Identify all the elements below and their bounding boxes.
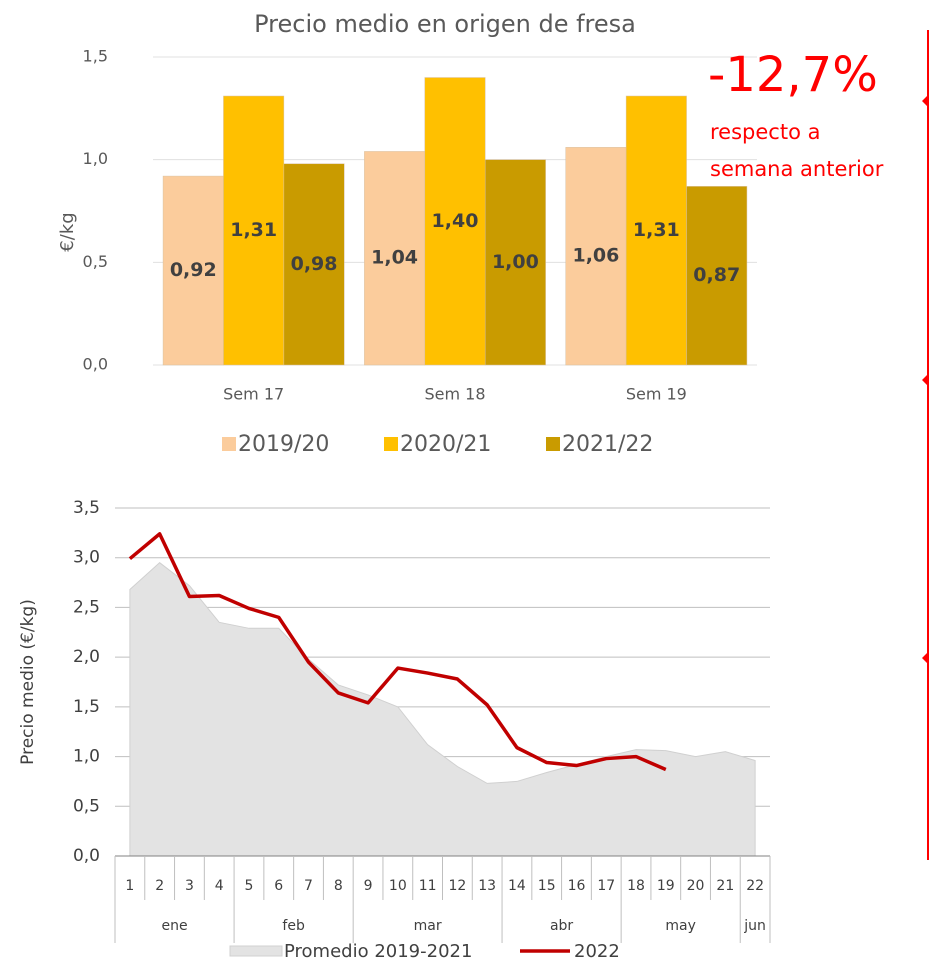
y-tick-label: 3,5 (73, 498, 100, 518)
x-tick-label: Sem 17 (223, 385, 284, 404)
bar (283, 163, 345, 366)
value-label: 1,31 (230, 219, 277, 241)
x-tick-label: 5 (245, 878, 254, 894)
x-tick-label: 4 (215, 878, 224, 894)
value-label: 0,87 (693, 264, 740, 286)
x-tick-label: 17 (597, 878, 615, 894)
x-tick-label: Sem 18 (424, 385, 485, 404)
legend-label: 2019/20 (238, 432, 329, 457)
y-axis-label: Precio medio (€/kg) (18, 599, 38, 765)
y-axis-label: €/kg (57, 212, 78, 251)
group-label: jun (743, 918, 766, 934)
y-tick-label: 1,0 (83, 149, 108, 168)
x-tick-label: 12 (448, 878, 466, 894)
x-tick-label: 2 (155, 878, 164, 894)
y-tick-label: 0,5 (83, 252, 108, 271)
y-tick-label: 0,0 (73, 846, 100, 866)
y-tick-label: 0,5 (73, 796, 100, 816)
x-tick-label: 13 (478, 878, 496, 894)
x-tick-label: 6 (274, 878, 283, 894)
x-tick-label: 3 (185, 878, 194, 894)
y-tick-label: 0,0 (83, 355, 108, 374)
x-tick-label: Sem 19 (626, 385, 687, 404)
line (128, 532, 667, 772)
decor-markers (922, 95, 928, 664)
bar (424, 77, 486, 366)
bar (625, 95, 687, 366)
legend-swatch (229, 945, 283, 957)
group-label: may (665, 918, 696, 934)
bar (162, 175, 224, 366)
legend-swatch (222, 437, 236, 451)
x-tick-label: 14 (508, 878, 526, 894)
value-label: 1,40 (432, 210, 479, 232)
area (129, 562, 756, 857)
bar (223, 95, 285, 366)
x-tick-label: 9 (364, 878, 373, 894)
annotation: respecto a (710, 120, 820, 144)
chart-title: Precio medio en origen de fresa (254, 10, 636, 38)
group-label: mar (414, 918, 442, 934)
x-tick-label: 8 (334, 878, 343, 894)
value-label: 0,98 (291, 253, 338, 275)
x-tick-label: 15 (538, 878, 556, 894)
legend-label: Promedio 2019-2021 (284, 941, 472, 962)
value-label: 1,06 (572, 245, 619, 267)
value-label: 1,04 (371, 247, 418, 269)
y-tick-label: 1,0 (73, 747, 100, 767)
group-label: feb (282, 918, 305, 934)
value-label: 0,92 (170, 259, 217, 281)
x-tick-label: 10 (389, 878, 407, 894)
y-tick-label: 2,0 (73, 647, 100, 667)
y-tick-label: 1,5 (83, 47, 108, 66)
x-tick-label: 20 (687, 878, 705, 894)
x-tick-label: 1 (125, 878, 134, 894)
x-tick-label: 18 (627, 878, 645, 894)
annotation: semana anterior (710, 157, 884, 181)
x-tick-label: 19 (657, 878, 675, 894)
x-tick-label: 7 (304, 878, 313, 894)
y-tick-label: 1,5 (73, 697, 100, 717)
legend-swatch (384, 437, 398, 451)
value-label: 1,00 (492, 251, 539, 273)
x-tick-label: 16 (568, 878, 586, 894)
group-label: abr (550, 918, 573, 934)
group-label: ene (161, 918, 187, 934)
y-tick-label: 2,5 (73, 597, 100, 617)
x-tick-label: 21 (716, 878, 734, 894)
x-tick-label: 11 (419, 878, 437, 894)
legend-label: 2022 (574, 941, 620, 962)
legend-label: 2020/21 (400, 432, 491, 457)
annotation: -12,7% (708, 47, 878, 103)
legend-swatch (546, 437, 560, 451)
legend-label: 2021/22 (562, 432, 653, 457)
bar (565, 147, 627, 366)
bar (686, 186, 748, 366)
y-tick-label: 3,0 (73, 548, 100, 568)
value-label: 1,31 (633, 219, 680, 241)
x-tick-label: 22 (746, 878, 764, 894)
bar (484, 159, 546, 366)
